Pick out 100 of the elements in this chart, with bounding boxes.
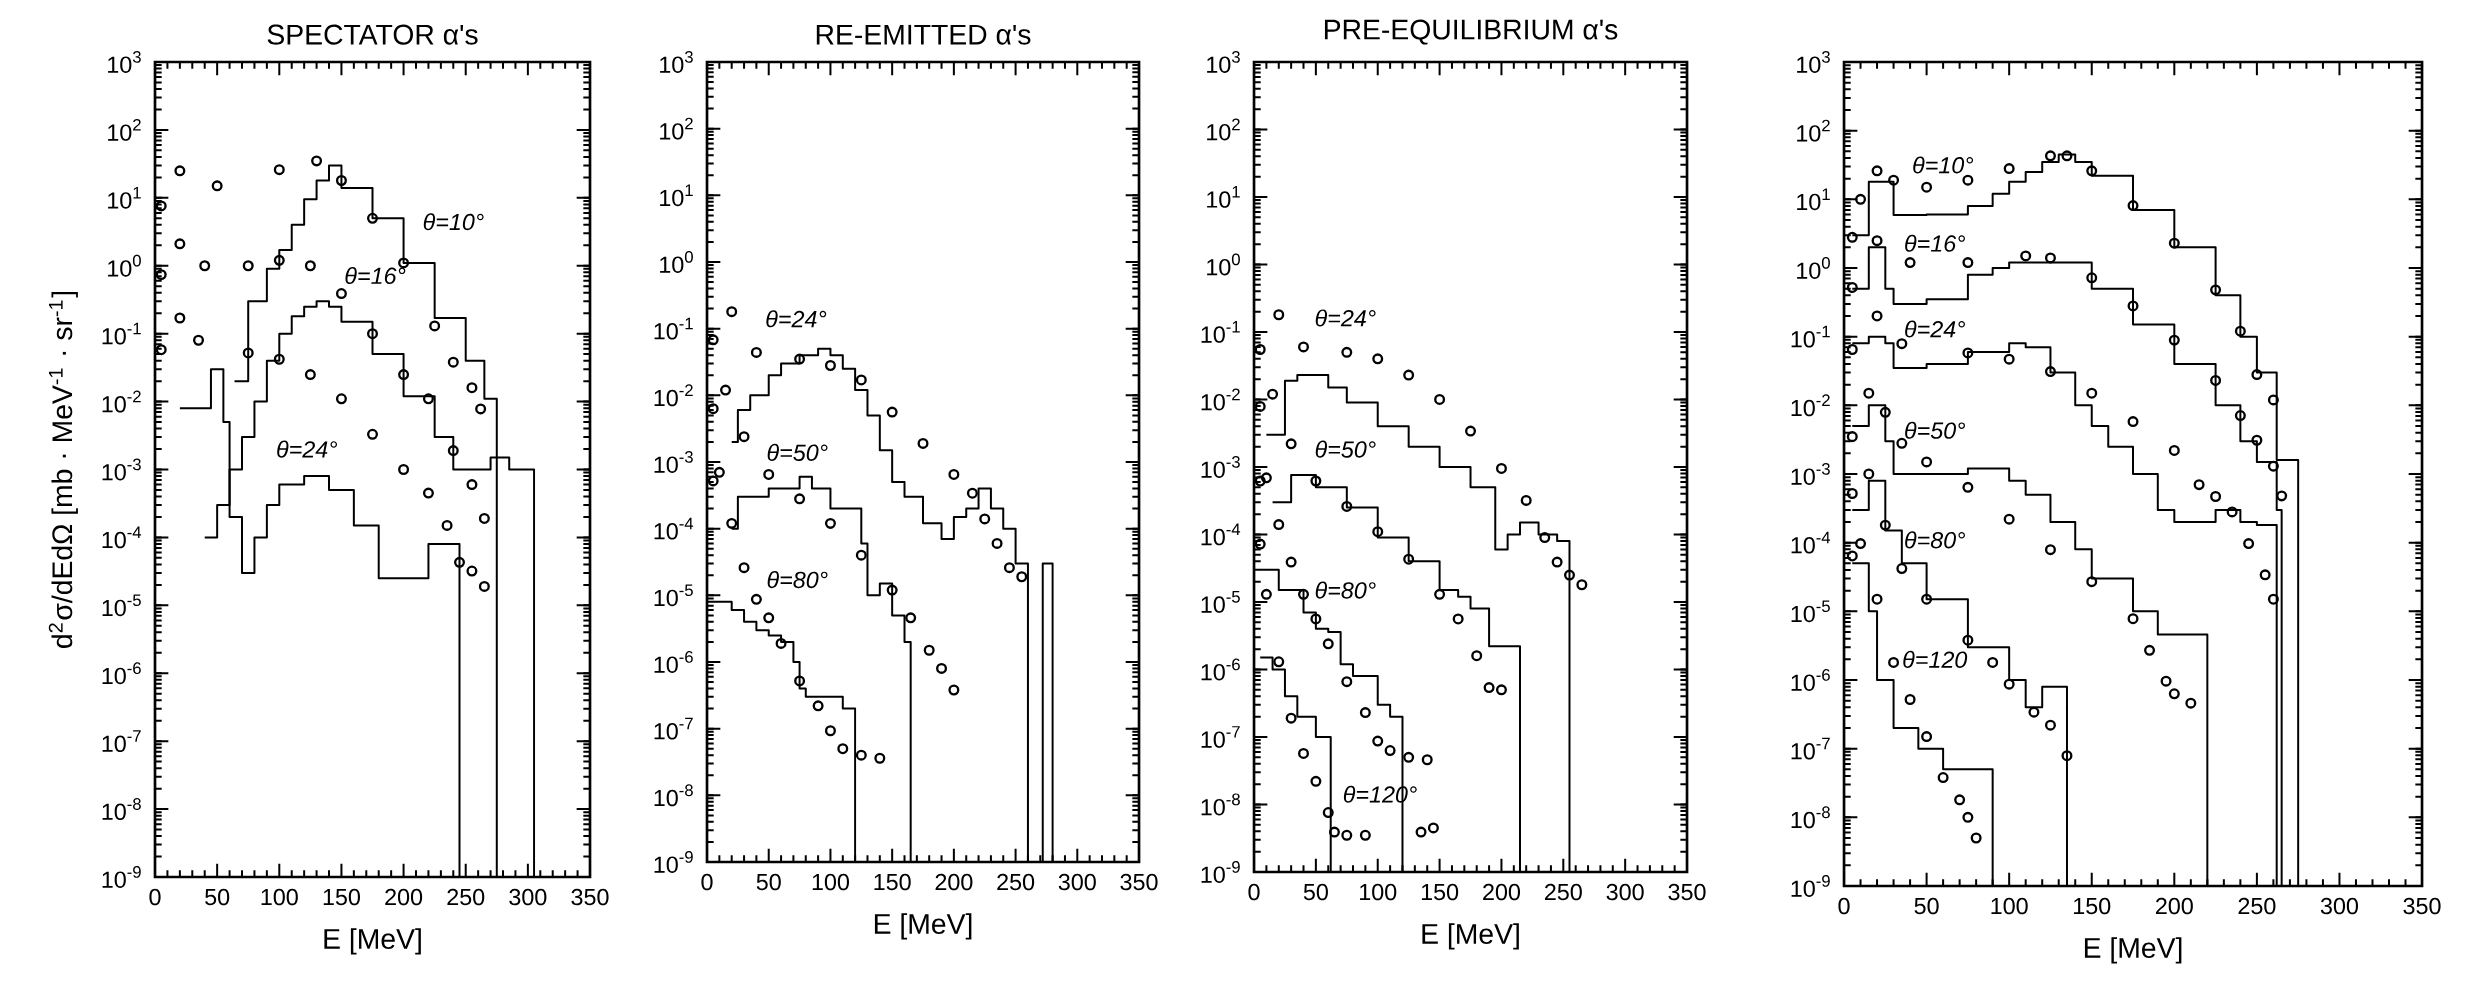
point bbox=[1254, 475, 1266, 487]
point bbox=[1937, 772, 1949, 784]
point bbox=[2003, 513, 2015, 525]
y-tick-label: 10$^{-2}$ bbox=[654, 384, 693, 407]
point bbox=[422, 393, 434, 405]
annotation: θ=80° bbox=[1905, 531, 1965, 549]
y-tick-label: 10$^{-9}$ bbox=[654, 851, 693, 873]
point bbox=[1341, 500, 1353, 512]
point bbox=[1384, 745, 1396, 757]
annotation: θ=50° bbox=[767, 443, 828, 461]
x-tick-label: 50 bbox=[1303, 883, 1328, 901]
point bbox=[1254, 400, 1266, 412]
x-tick-label: 0 bbox=[701, 873, 713, 891]
point bbox=[1962, 347, 1974, 359]
x-tick-label: 200 bbox=[2156, 897, 2193, 915]
point bbox=[1372, 526, 1384, 538]
point bbox=[794, 675, 806, 687]
y-tick-label: 10$^{3}$ bbox=[108, 51, 141, 73]
point bbox=[1896, 563, 1908, 575]
x-tick-label: 300 bbox=[1058, 873, 1096, 891]
point bbox=[707, 334, 719, 346]
point bbox=[1563, 569, 1575, 581]
point bbox=[2003, 353, 2015, 365]
point bbox=[242, 260, 254, 272]
point bbox=[1921, 731, 1933, 743]
point bbox=[199, 260, 211, 272]
point bbox=[1452, 613, 1464, 625]
annotation: θ=24° bbox=[277, 440, 338, 458]
point bbox=[1962, 257, 1974, 269]
point bbox=[2020, 250, 2032, 262]
point bbox=[763, 468, 775, 480]
point bbox=[886, 584, 898, 596]
point bbox=[174, 312, 186, 324]
x-tick-label: 250 bbox=[447, 888, 485, 906]
point bbox=[2086, 165, 2098, 177]
point bbox=[1576, 579, 1588, 591]
y-tick-label: 10$^{-3}$ bbox=[102, 458, 141, 481]
point bbox=[824, 517, 836, 529]
annotation: θ=24° bbox=[766, 310, 827, 328]
point bbox=[2234, 410, 2246, 422]
point bbox=[2086, 576, 2098, 588]
y-tick-label: 10$^{-5}$ bbox=[654, 584, 693, 607]
point bbox=[1921, 456, 1933, 468]
point bbox=[398, 369, 410, 381]
point bbox=[948, 684, 960, 696]
y-tick-label: 10$^{3}$ bbox=[660, 51, 693, 73]
point bbox=[713, 466, 725, 478]
y-tick-label: 10$^{-8}$ bbox=[654, 784, 693, 807]
point bbox=[422, 487, 434, 499]
point bbox=[1539, 532, 1551, 544]
x-tick-label: 350 bbox=[1668, 883, 1706, 901]
y-tick-label: 10$^{3}$ bbox=[1797, 51, 1830, 73]
point bbox=[1403, 751, 1415, 763]
point bbox=[855, 549, 867, 561]
point bbox=[2086, 387, 2098, 399]
point bbox=[447, 445, 459, 457]
x-tick-label: 50 bbox=[756, 873, 781, 891]
point bbox=[1359, 829, 1371, 841]
x-tick-label: 350 bbox=[571, 888, 609, 906]
chart-title: RE-EMITTED α's bbox=[816, 24, 1031, 45]
point bbox=[2210, 284, 2222, 296]
point bbox=[2127, 613, 2139, 625]
annotation: θ=16° bbox=[1905, 234, 1965, 252]
point bbox=[2028, 706, 2040, 718]
point bbox=[211, 180, 223, 192]
point bbox=[794, 493, 806, 505]
point bbox=[1904, 693, 1916, 705]
point bbox=[1310, 613, 1322, 625]
point bbox=[1483, 682, 1495, 694]
point bbox=[794, 353, 806, 365]
x-tick-label: 300 bbox=[1606, 883, 1644, 901]
point bbox=[2127, 416, 2139, 428]
point bbox=[1871, 310, 1883, 322]
point bbox=[1273, 309, 1285, 321]
point bbox=[1341, 676, 1353, 688]
point bbox=[1871, 235, 1883, 247]
x-tick-label: 350 bbox=[1120, 873, 1158, 891]
point bbox=[2193, 479, 2205, 491]
point bbox=[193, 334, 205, 346]
point bbox=[155, 344, 167, 356]
annotation: θ=24° bbox=[1905, 320, 1965, 338]
point bbox=[2061, 750, 2073, 762]
point bbox=[367, 328, 379, 340]
point bbox=[367, 428, 379, 440]
x-tick-label: 0 bbox=[149, 888, 161, 906]
chart-title: PRE-EQUILIBRIUM α's bbox=[1324, 19, 1618, 45]
y-tick-label: 10$^{2}$ bbox=[1797, 119, 1830, 142]
x-axis-title: E [MeV] bbox=[874, 913, 972, 940]
point bbox=[707, 403, 719, 415]
point bbox=[2144, 644, 2156, 656]
point bbox=[1285, 712, 1297, 724]
y-tick-label: 10$^{-6}$ bbox=[1791, 669, 1830, 691]
annotation: θ=50° bbox=[1905, 421, 1965, 439]
point bbox=[174, 238, 186, 250]
x-tick-label: 150 bbox=[2074, 897, 2111, 915]
point bbox=[837, 743, 849, 755]
point bbox=[466, 382, 478, 394]
y-tick-label: 10$^{-6}$ bbox=[1201, 658, 1240, 681]
x-tick-label: 200 bbox=[1483, 883, 1521, 901]
y-tick-label: 10$^{0}$ bbox=[660, 251, 693, 273]
